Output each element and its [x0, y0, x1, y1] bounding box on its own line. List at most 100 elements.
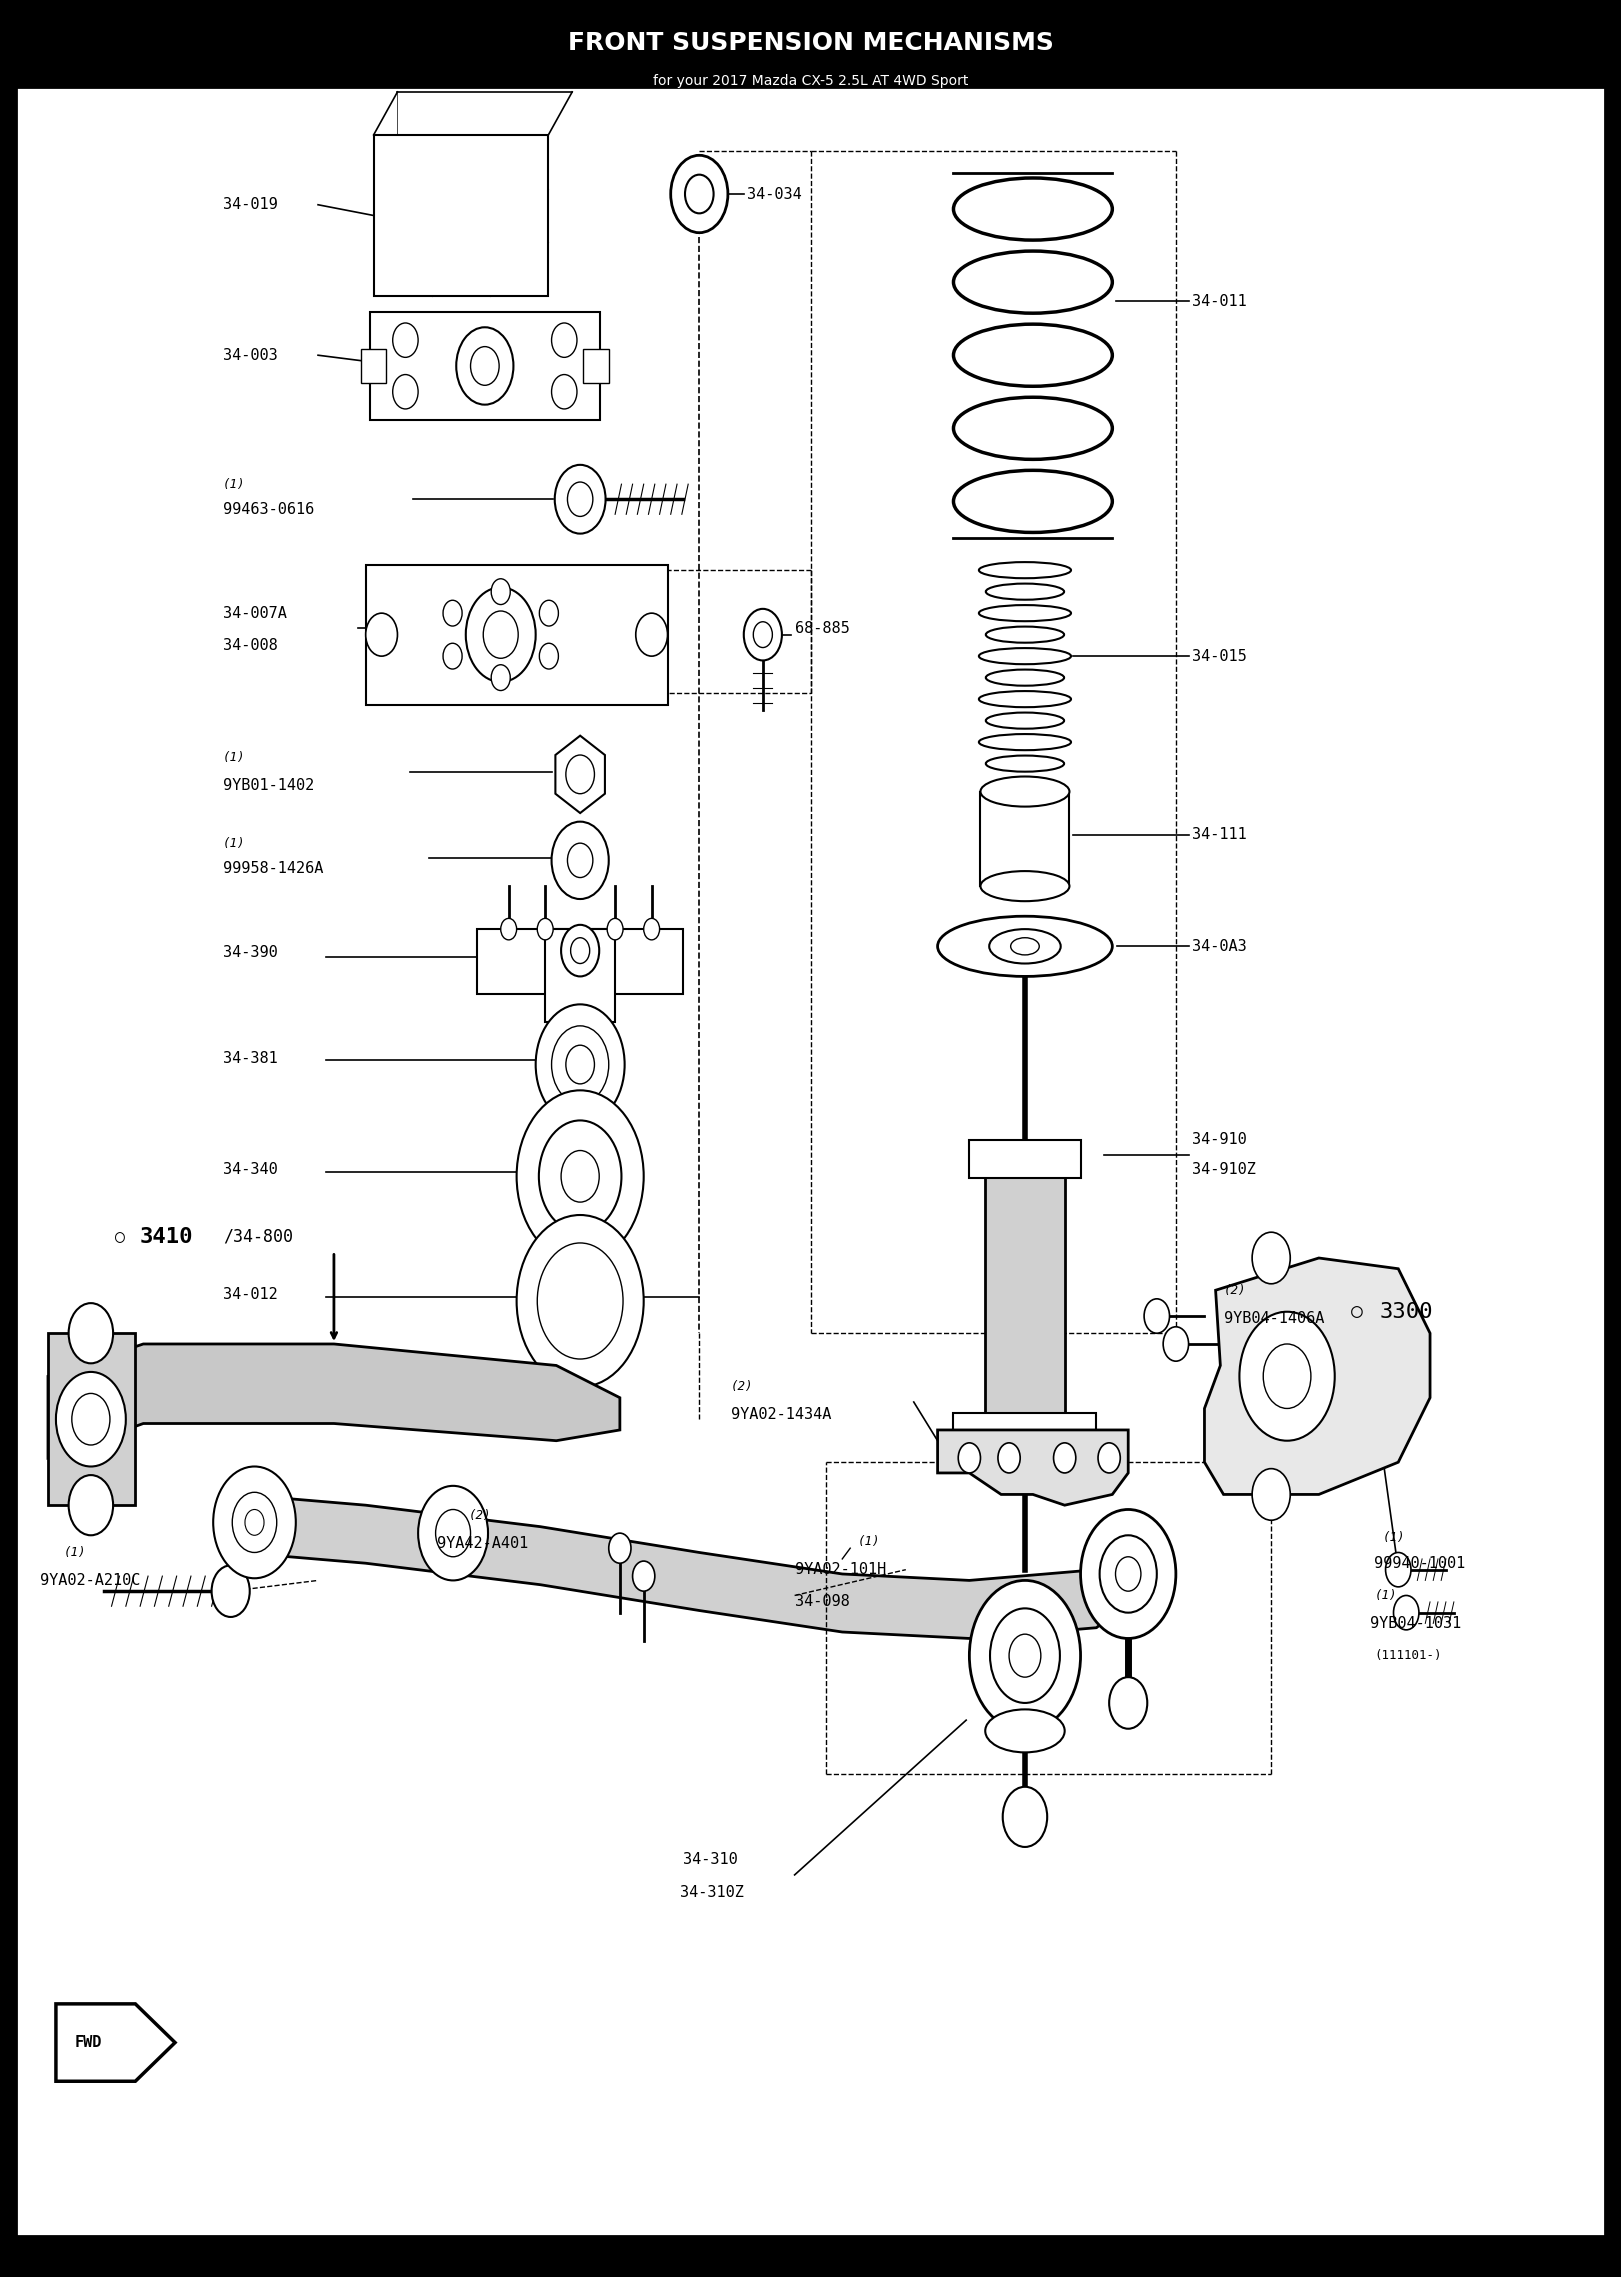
- Ellipse shape: [953, 396, 1112, 460]
- Circle shape: [443, 601, 462, 626]
- Circle shape: [608, 918, 622, 940]
- Ellipse shape: [979, 562, 1071, 578]
- Text: 9YA02-A210C: 9YA02-A210C: [41, 1573, 141, 1587]
- Circle shape: [566, 756, 595, 795]
- Text: 34-310: 34-310: [684, 1853, 738, 1867]
- Text: FRONT SUSPENSION MECHANISMS: FRONT SUSPENSION MECHANISMS: [567, 32, 1054, 55]
- Text: 34-019: 34-019: [222, 198, 277, 212]
- Ellipse shape: [953, 250, 1112, 314]
- Bar: [370, 312, 600, 419]
- Ellipse shape: [981, 776, 1070, 806]
- Circle shape: [632, 1562, 655, 1592]
- Bar: [477, 929, 684, 993]
- Circle shape: [561, 1150, 600, 1202]
- Circle shape: [969, 1580, 1081, 1731]
- Bar: [361, 348, 386, 383]
- Text: (1): (1): [222, 836, 245, 849]
- Text: (1): (1): [222, 478, 245, 490]
- Circle shape: [537, 918, 553, 940]
- Circle shape: [1144, 1298, 1169, 1334]
- Circle shape: [1240, 1312, 1334, 1441]
- Circle shape: [540, 642, 558, 669]
- Text: 34-111: 34-111: [1191, 827, 1247, 842]
- Circle shape: [686, 175, 713, 214]
- Circle shape: [517, 1091, 644, 1261]
- Text: 34-011: 34-011: [1191, 294, 1247, 310]
- Circle shape: [571, 938, 590, 963]
- Text: for your 2017 Mazda CX-5 2.5L AT 4WD Sport: for your 2017 Mazda CX-5 2.5L AT 4WD Spo…: [653, 73, 968, 87]
- Ellipse shape: [937, 915, 1112, 977]
- Circle shape: [671, 155, 728, 232]
- Bar: [953, 1412, 1096, 1450]
- Bar: [545, 929, 614, 1022]
- Polygon shape: [1204, 1257, 1430, 1494]
- Circle shape: [566, 1045, 595, 1084]
- Circle shape: [1115, 1557, 1141, 1592]
- Circle shape: [551, 323, 577, 357]
- Circle shape: [551, 1027, 609, 1104]
- Text: 3300: 3300: [1379, 1302, 1433, 1321]
- Text: 9YA42-A401: 9YA42-A401: [438, 1537, 528, 1551]
- Text: 68-885: 68-885: [794, 622, 849, 635]
- Circle shape: [990, 1608, 1060, 1703]
- Text: 34-910: 34-910: [1191, 1132, 1247, 1148]
- Text: 3410: 3410: [139, 1227, 193, 1246]
- Text: 34-003: 34-003: [222, 348, 277, 362]
- Circle shape: [1109, 1678, 1148, 1728]
- Text: 99463-0616: 99463-0616: [222, 503, 314, 517]
- Text: (2): (2): [468, 1510, 491, 1523]
- Bar: [373, 134, 548, 296]
- Circle shape: [214, 1466, 295, 1578]
- Text: 9YA02-101H: 9YA02-101H: [794, 1562, 885, 1578]
- Polygon shape: [238, 1494, 1128, 1639]
- Circle shape: [567, 483, 593, 517]
- Circle shape: [1003, 1787, 1047, 1847]
- Polygon shape: [556, 735, 605, 813]
- Circle shape: [1251, 1232, 1290, 1284]
- Ellipse shape: [953, 178, 1112, 239]
- Text: 34-340: 34-340: [222, 1161, 277, 1177]
- Text: 9YA02-1434A: 9YA02-1434A: [731, 1407, 832, 1423]
- Text: 9YB01-1402: 9YB01-1402: [222, 779, 314, 792]
- Ellipse shape: [986, 713, 1063, 729]
- Circle shape: [635, 613, 668, 656]
- Text: 34-012: 34-012: [222, 1287, 277, 1302]
- Circle shape: [537, 1243, 622, 1359]
- Bar: [366, 565, 668, 704]
- Ellipse shape: [979, 649, 1071, 665]
- Circle shape: [1263, 1343, 1311, 1409]
- Circle shape: [1054, 1444, 1076, 1473]
- Bar: [981, 792, 1070, 886]
- Circle shape: [245, 1510, 264, 1535]
- Text: (1): (1): [1375, 1589, 1397, 1603]
- Circle shape: [212, 1564, 250, 1617]
- Circle shape: [392, 323, 418, 357]
- Ellipse shape: [953, 471, 1112, 533]
- Text: 99958-1426A: 99958-1426A: [222, 861, 323, 877]
- Circle shape: [491, 578, 511, 606]
- Circle shape: [232, 1491, 277, 1553]
- Circle shape: [1008, 1635, 1041, 1678]
- Circle shape: [470, 346, 499, 385]
- Text: (1): (1): [222, 751, 245, 763]
- Circle shape: [392, 373, 418, 410]
- Circle shape: [609, 1532, 631, 1564]
- Circle shape: [958, 1444, 981, 1473]
- Ellipse shape: [986, 669, 1063, 685]
- Polygon shape: [937, 1430, 1128, 1505]
- Circle shape: [483, 610, 519, 658]
- Text: 9YB04-1406A: 9YB04-1406A: [1224, 1312, 1324, 1325]
- Circle shape: [535, 1004, 624, 1125]
- Ellipse shape: [986, 756, 1063, 772]
- Ellipse shape: [979, 690, 1071, 708]
- Circle shape: [561, 924, 600, 977]
- Text: 34-910Z: 34-910Z: [1191, 1161, 1256, 1177]
- Circle shape: [1081, 1510, 1175, 1639]
- Circle shape: [540, 601, 558, 626]
- Text: FWD: FWD: [75, 2036, 102, 2049]
- Circle shape: [1097, 1444, 1120, 1473]
- Text: 34-098: 34-098: [794, 1594, 849, 1610]
- Circle shape: [517, 1216, 644, 1387]
- Text: 34-0A3: 34-0A3: [1191, 938, 1247, 954]
- Circle shape: [418, 1487, 488, 1580]
